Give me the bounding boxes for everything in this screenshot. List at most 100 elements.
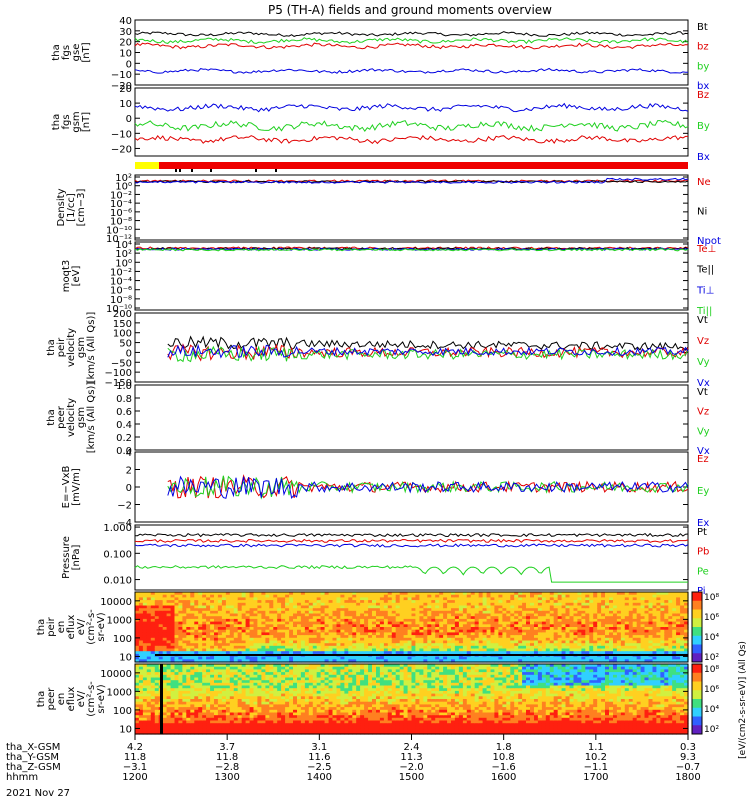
heat-cell [293,602,298,607]
heat-cell [553,629,559,633]
heat-cell [214,602,219,607]
heat-cell [379,643,385,647]
heat-cell [656,600,661,604]
heat-cell [530,648,535,652]
heat-cell [304,592,310,596]
heat-cell [281,690,286,695]
heat-cell [237,602,243,607]
heat-cell [312,602,318,607]
heat-cell [170,635,176,639]
heat-cell [229,712,235,716]
heat-cell [624,597,630,601]
heat-cell [285,666,290,670]
heat-cell [135,685,140,689]
heat-cell [166,664,172,668]
heat-cell [253,618,258,623]
heat-cell [545,610,551,615]
heat-cell [391,624,397,628]
heat-cell [427,659,432,663]
heat-cell [135,637,140,642]
heat-cell [241,677,247,681]
heat-cell [403,613,409,617]
series-line-by [134,37,689,45]
heat-cell [178,707,183,711]
heat-cell [289,690,294,695]
heat-cell [534,592,539,596]
heat-cell [462,643,468,647]
heat-cell [565,608,570,612]
heat-cell [174,723,179,727]
heat-cell [217,640,223,644]
heat-cell [664,640,669,644]
heat-cell [415,602,420,607]
heat-cell [150,672,156,676]
heat-cell [593,643,598,647]
heat-cell [395,648,401,652]
heat-cell [435,651,440,655]
heat-cell [514,635,519,639]
heat-cell [589,600,594,604]
heat-cell [348,659,353,663]
heat-cell [277,637,282,642]
heat-cell [447,605,452,609]
heat-cell [644,656,649,660]
heat-cell [573,618,578,623]
heat-cell [225,685,231,689]
heat-cell [541,613,547,617]
heat-cell [233,637,239,642]
ylabel-line: tha [46,409,57,425]
heat-cell [399,594,405,598]
ylabel-line: eflux [66,687,77,712]
heat-cell [569,594,574,598]
heat-cell [482,648,488,652]
heat-cell [462,618,468,623]
heat-cell [431,600,436,604]
heat-cell [502,656,507,660]
heat-cell [229,608,235,612]
heat-cell [229,731,235,735]
heat-cell [553,621,559,625]
heat-cell [411,608,416,612]
heat-cell [518,594,523,598]
heat-cell [624,602,630,607]
heat-cell [273,723,278,727]
heat-cell [545,643,551,647]
heat-cell [178,672,183,676]
heat-cell [526,594,531,598]
heat-cell [186,594,191,598]
heat-cell [214,610,219,615]
heat-cell [395,632,401,636]
heat-cell [166,605,172,609]
heat-cell [202,651,207,655]
heat-cell [261,728,266,732]
heat-cell [229,693,235,697]
heat-cell [261,651,266,655]
heat-cell [407,640,413,644]
heat-cell [249,682,255,687]
heat-cell [186,693,191,697]
heat-cell [391,640,397,644]
heat-cell [597,637,602,642]
heat-cell [269,680,274,684]
heat-cell [486,635,492,639]
heat-cell [391,645,397,650]
heat-cell [549,618,555,623]
heat-cell [506,632,511,636]
heat-cell [636,643,642,647]
heat-cell [285,602,290,607]
heat-cell [589,618,594,623]
heat-cell [210,666,215,670]
heat-cell [624,659,630,663]
heat-cell [273,602,278,607]
heat-cell [320,645,326,650]
heat-cell [597,613,602,617]
heat-cell [395,602,401,607]
heat-cell [150,669,156,673]
heat-cell [324,592,330,596]
heat-cell [332,618,337,623]
heat-cell [526,597,531,601]
heat-cell [229,709,235,714]
heat-cell [293,627,298,631]
heat-cell [581,637,586,642]
heat-cell [628,592,634,596]
